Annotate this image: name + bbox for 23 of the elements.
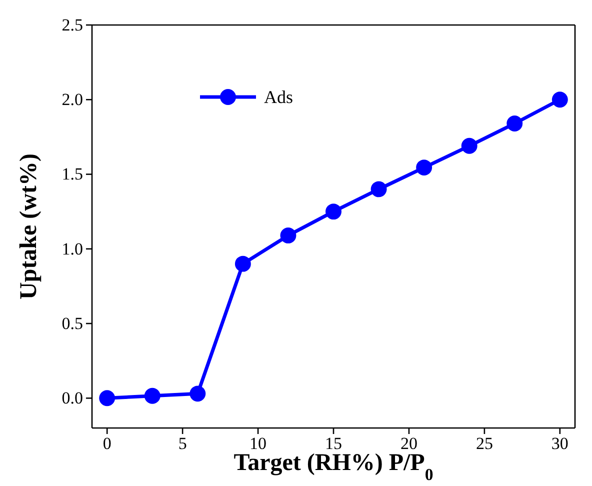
point <box>370 181 387 198</box>
point <box>326 204 342 220</box>
legend-label: Ads <box>264 87 294 107</box>
x-tick-label: 5 <box>178 434 187 454</box>
x-tick-label: 30 <box>551 434 568 454</box>
point <box>190 386 206 402</box>
x-tick-label: 0 <box>102 434 112 454</box>
point <box>280 227 296 244</box>
y-tick-label: 2.5 <box>62 15 83 34</box>
point <box>234 256 251 272</box>
y-axis-title: Uptake (wt%) <box>16 154 42 300</box>
y-tick-label: 1.0 <box>62 239 83 258</box>
point <box>506 116 523 132</box>
y-tick-label: 0.0 <box>62 388 83 408</box>
point <box>552 92 568 108</box>
y-tick-label: 2.0 <box>62 90 83 110</box>
y-tick-label: 1.5 <box>62 164 83 184</box>
point <box>461 138 478 154</box>
point <box>416 160 432 176</box>
point <box>99 390 116 406</box>
point <box>144 388 160 404</box>
y-tick-label: 0.5 <box>62 314 83 333</box>
x-tick-label: 25 <box>476 434 493 454</box>
